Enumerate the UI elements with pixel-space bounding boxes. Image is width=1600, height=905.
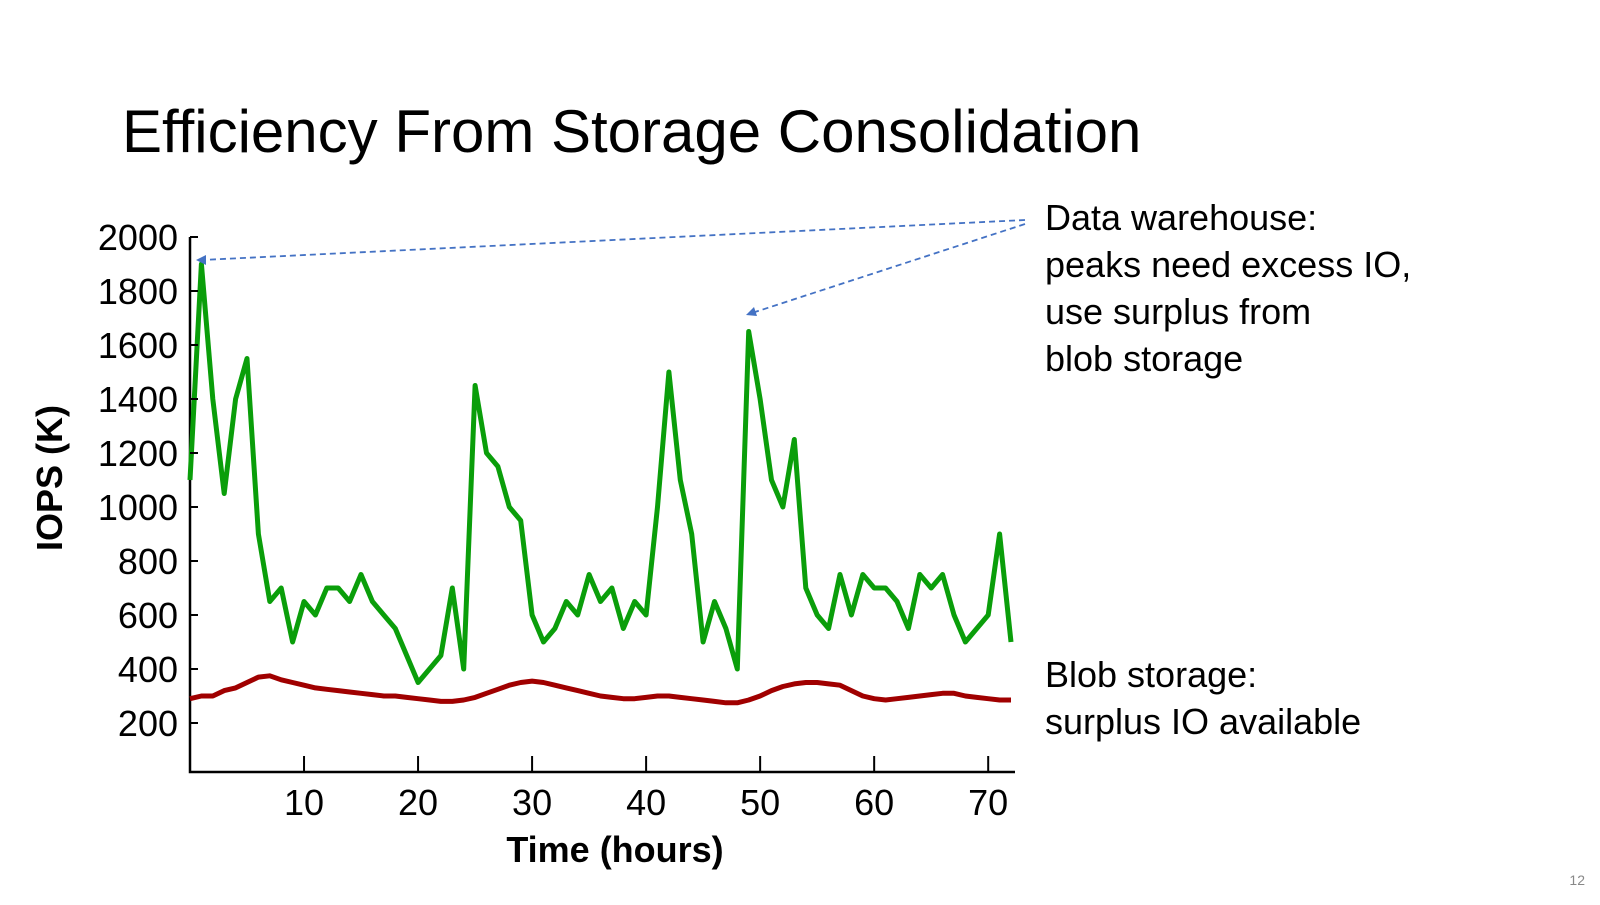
x-tick-label: 70 xyxy=(968,782,1008,823)
plot-area xyxy=(187,261,1014,706)
y-tick-label: 1600 xyxy=(98,325,178,366)
y-axis-label: IOPS (K) xyxy=(29,405,70,551)
arrow xyxy=(751,223,1026,314)
arrow xyxy=(201,219,1026,261)
annotation: peaks need excess IO, xyxy=(1045,244,1411,285)
annotation: Blob storage: xyxy=(1045,654,1257,695)
y-tick-label: 1400 xyxy=(98,379,178,420)
page-number: 12 xyxy=(1569,872,1585,888)
annotation: blob storage xyxy=(1045,338,1243,379)
axes xyxy=(188,237,1015,774)
x-tick-label: 20 xyxy=(398,782,438,823)
annotation: use surplus from xyxy=(1045,291,1311,332)
y-tick-label: 1000 xyxy=(98,487,178,528)
series-line xyxy=(189,673,1011,706)
y-tick-label: 600 xyxy=(118,595,178,636)
x-tick-label: 60 xyxy=(854,782,894,823)
annotation: Data warehouse: xyxy=(1045,197,1317,238)
y-tick-label: 2000 xyxy=(98,217,178,258)
x-tick-label: 30 xyxy=(512,782,552,823)
y-tick-label: 200 xyxy=(118,703,178,744)
series-line xyxy=(187,261,1014,685)
callout-arrows xyxy=(201,219,1026,314)
x-tick-label: 10 xyxy=(284,782,324,823)
arrow-head xyxy=(196,255,206,265)
slide-title: Efficiency From Storage Consolidation xyxy=(122,98,1141,165)
y-tick-label: 400 xyxy=(118,649,178,690)
y-tick-label: 800 xyxy=(118,541,178,582)
annotation: surplus IO available xyxy=(1045,701,1361,742)
y-tick-label: 1200 xyxy=(98,433,178,474)
x-tick-label: 50 xyxy=(740,782,780,823)
x-tick-label: 40 xyxy=(626,782,666,823)
x-axis-label: Time (hours) xyxy=(506,829,723,870)
y-tick-label: 1800 xyxy=(98,271,178,312)
arrow-head xyxy=(746,307,757,316)
